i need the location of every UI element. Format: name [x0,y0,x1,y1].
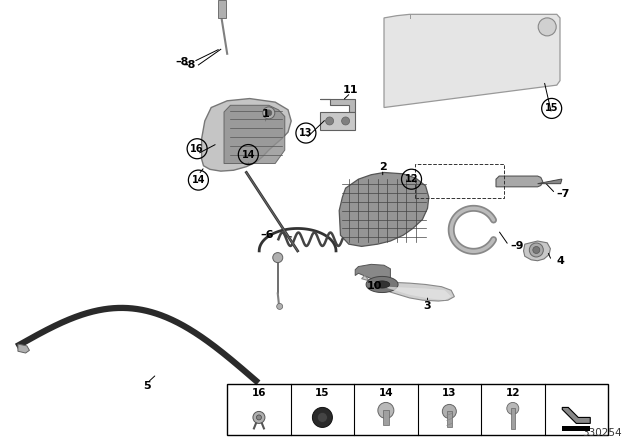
Polygon shape [374,281,390,288]
Circle shape [533,246,540,254]
Circle shape [507,402,519,414]
Circle shape [276,303,283,310]
Polygon shape [339,172,429,246]
Text: 15: 15 [545,103,559,113]
Text: 12: 12 [506,388,520,398]
Circle shape [538,18,556,36]
Circle shape [253,411,265,423]
Text: 12: 12 [404,174,419,184]
Bar [218,0,227,18]
Text: 11: 11 [342,85,358,95]
Polygon shape [224,105,285,164]
Circle shape [529,243,543,257]
Polygon shape [524,241,550,261]
Text: –8: –8 [182,60,195,70]
Text: –6: –6 [260,230,275,240]
Text: –8: –8 [176,57,189,67]
Polygon shape [384,14,560,108]
Polygon shape [563,407,590,423]
Text: 16: 16 [252,388,266,398]
Circle shape [442,405,456,418]
Circle shape [273,253,283,263]
Text: 16: 16 [190,144,204,154]
Text: 1: 1 [262,109,269,119]
Text: 4: 4 [557,256,564,266]
Polygon shape [320,99,355,112]
Bar [563,426,590,431]
Bar [383,410,389,426]
Text: 14: 14 [378,388,393,398]
Polygon shape [355,264,390,281]
Circle shape [312,407,332,427]
Text: 14: 14 [191,175,205,185]
Circle shape [263,107,275,119]
Bar [415,164,504,198]
Polygon shape [202,99,291,171]
Polygon shape [18,344,29,353]
Text: 5: 5 [143,381,151,391]
Polygon shape [368,280,451,300]
Text: –7: –7 [557,189,570,198]
Circle shape [378,402,394,418]
Bar [511,409,515,430]
Circle shape [266,110,272,116]
Circle shape [342,117,349,125]
Text: 3: 3 [424,301,431,310]
Polygon shape [538,179,562,184]
Polygon shape [362,276,454,301]
Text: 15: 15 [315,388,330,398]
Circle shape [317,413,328,422]
Text: 330254: 330254 [582,428,621,438]
Circle shape [257,415,261,420]
Text: 14: 14 [241,150,255,159]
Polygon shape [496,176,543,187]
Circle shape [326,117,333,125]
Text: 2: 2 [379,162,387,172]
Polygon shape [366,276,398,293]
Text: 13: 13 [299,128,313,138]
Text: 10: 10 [367,281,382,291]
Text: 13: 13 [442,388,456,398]
Polygon shape [320,112,355,130]
Bar [227,384,608,435]
Bar [447,411,452,427]
Text: –9: –9 [510,241,524,250]
